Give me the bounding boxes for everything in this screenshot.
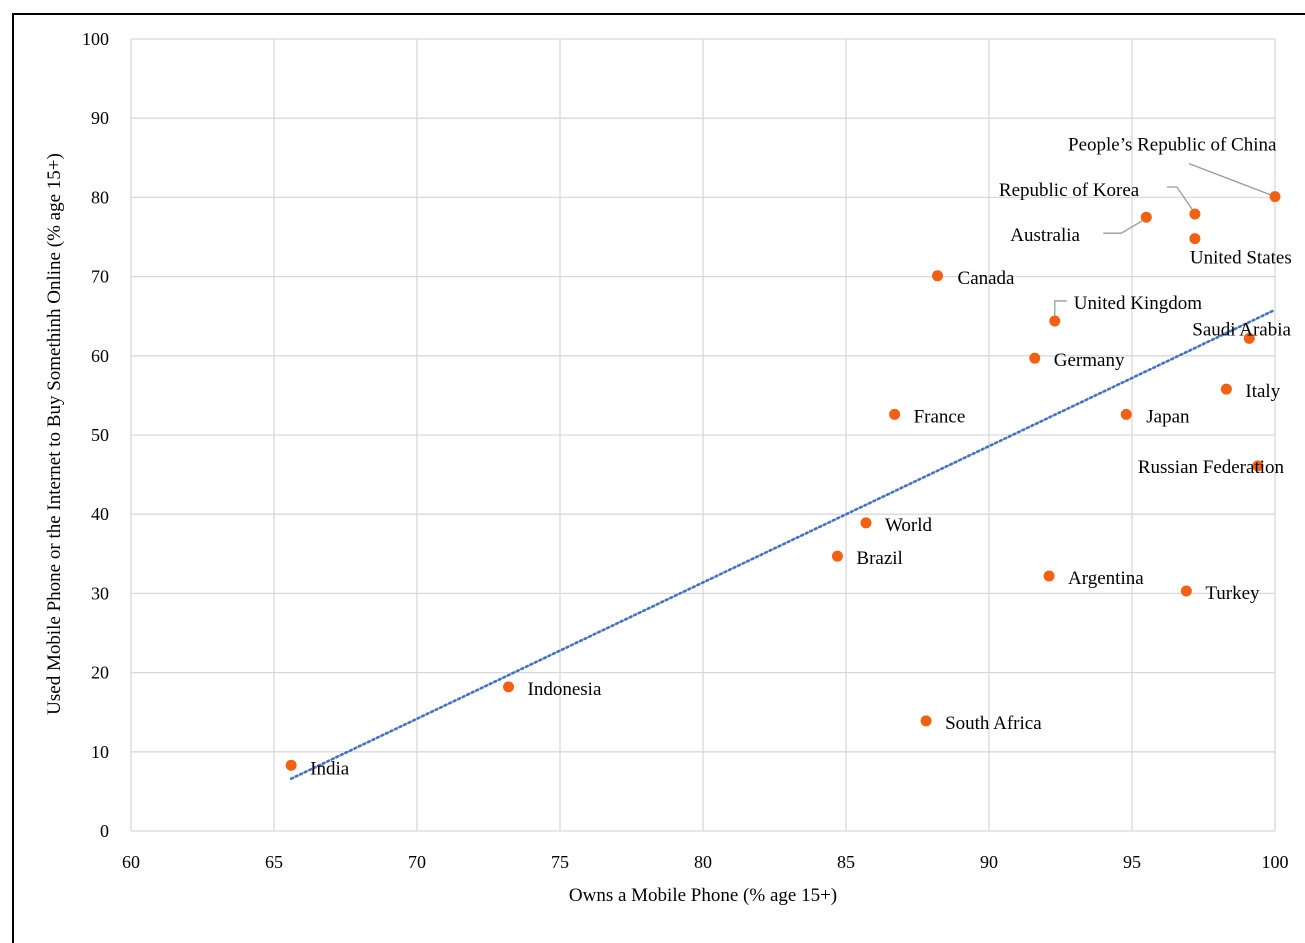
data-point (1220, 383, 1232, 395)
data-point (932, 270, 944, 282)
x-tick-label: 90 (980, 852, 998, 872)
y-tick-label: 30 (91, 583, 109, 603)
x-tick-label: 95 (1123, 852, 1141, 872)
data-point (1029, 352, 1041, 364)
x-tick-label: 100 (1262, 852, 1289, 872)
tick-labels: 60 65 70 75 80 85 90 95 100 0 10 20 30 40 50 60 70 80 90 10… (82, 29, 1289, 872)
data-point (1269, 191, 1281, 203)
data-label: United Kingdom (1074, 293, 1202, 314)
data-label: People’s Republic of China (1068, 135, 1277, 156)
data-point (889, 408, 901, 420)
data-label: Australia (1010, 225, 1080, 246)
trendline (289, 308, 1277, 781)
data-label: Brazil (856, 548, 902, 569)
x-tick-label: 70 (408, 852, 426, 872)
y-tick-label: 100 (82, 29, 109, 49)
label-leader-line (1103, 219, 1144, 234)
x-tick-label: 80 (694, 852, 712, 872)
y-tick-label: 80 (91, 187, 109, 207)
data-points (285, 191, 1281, 771)
data-label: Saudi Arabia (1192, 319, 1291, 340)
data-label: India (310, 758, 350, 779)
data-label: Turkey (1205, 583, 1260, 604)
x-tick-label: 85 (837, 852, 855, 872)
y-tick-label: 90 (91, 108, 109, 128)
data-point (1140, 211, 1152, 223)
y-tick-label: 50 (91, 425, 109, 445)
data-label: Republic of Korea (999, 180, 1140, 201)
data-label: France (914, 406, 966, 427)
data-point (1189, 208, 1201, 220)
data-label: United States (1190, 248, 1292, 269)
data-label: South Africa (945, 713, 1042, 734)
data-point (1043, 570, 1055, 582)
label-leader-line (1054, 300, 1067, 316)
data-labels: India Indonesia Brazil World France South Afr… (310, 135, 1292, 780)
data-point (1243, 332, 1255, 344)
chart-frame (12, 13, 1305, 943)
data-label: Argentina (1068, 568, 1144, 589)
y-tick-label: 20 (91, 663, 109, 683)
data-point (831, 550, 843, 562)
data-label: World (885, 515, 933, 536)
data-label: Japan (1146, 406, 1190, 427)
y-tick-label: 60 (91, 346, 109, 366)
data-label: Italy (1245, 381, 1280, 402)
data-point (860, 517, 872, 529)
label-leader-line (1188, 163, 1271, 196)
data-point (1180, 585, 1192, 597)
y-tick-label: 10 (91, 742, 109, 762)
data-point (503, 681, 515, 693)
y-axis-title: Used Mobile Phone or the Internet to Buy… (44, 153, 65, 715)
x-tick-label: 60 (122, 852, 140, 872)
label-leader-line (1166, 186, 1193, 210)
grid-lines (130, 38, 1276, 832)
trendline-layer (289, 308, 1277, 781)
data-label: Indonesia (528, 679, 602, 700)
data-point (1049, 315, 1061, 327)
data-point (1120, 408, 1132, 420)
y-tick-label: 0 (100, 821, 109, 841)
x-axis-title: Owns a Mobile Phone (% age 15+) (569, 885, 837, 906)
data-point (1189, 233, 1201, 245)
data-label: Canada (958, 268, 1016, 289)
data-label: Russian Federation (1138, 457, 1285, 478)
data-point (920, 715, 932, 727)
data-point (1252, 460, 1264, 472)
data-point (285, 759, 297, 771)
data-label: Germany (1054, 350, 1125, 371)
x-tick-label: 65 (265, 852, 283, 872)
x-tick-label: 75 (551, 852, 569, 872)
y-tick-label: 40 (91, 504, 109, 524)
y-tick-label: 70 (91, 267, 109, 287)
